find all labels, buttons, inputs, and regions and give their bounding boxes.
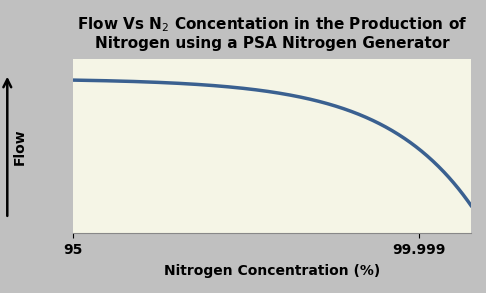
- Text: Flow: Flow: [13, 128, 26, 165]
- X-axis label: Nitrogen Concentration (%): Nitrogen Concentration (%): [164, 264, 380, 278]
- Title: Flow Vs N$_2$ Concentation in the Production of
Nitrogen using a PSA Nitrogen Ge: Flow Vs N$_2$ Concentation in the Produc…: [77, 15, 467, 51]
